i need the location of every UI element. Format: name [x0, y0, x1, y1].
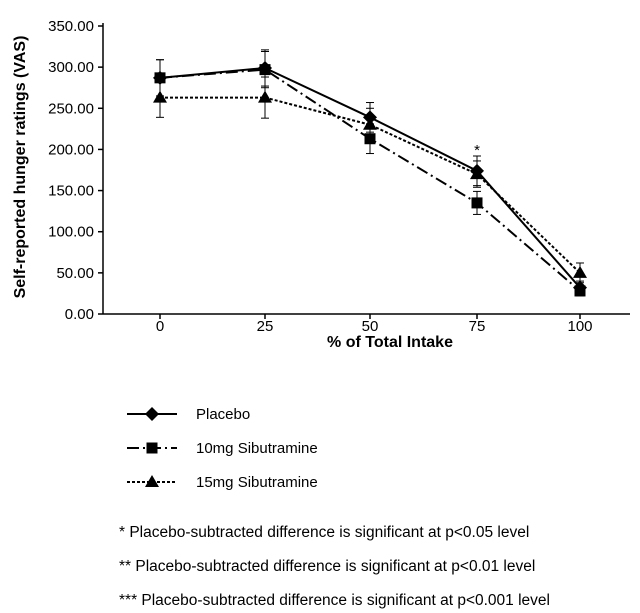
10mg-sibutramine-point	[471, 197, 483, 209]
legend-label-15mg-sibutramine: 15mg Sibutramine	[196, 474, 318, 491]
10mg-sibutramine-point	[154, 72, 166, 84]
chart-axes	[98, 23, 630, 319]
error-bars	[156, 49, 584, 297]
annotations: *	[474, 142, 480, 159]
legend: Placebo 10mg Sibutramine 15mg Sibutramine	[127, 406, 318, 491]
legend-marker-10mg-sibutramine	[146, 442, 158, 454]
15mg-sibutramine-point	[363, 117, 377, 130]
10mg-sibutramine-point	[574, 285, 586, 297]
y-tick-label: 200.00	[48, 141, 94, 158]
y-tick-label: 0.00	[65, 306, 94, 323]
placebo-point	[363, 110, 377, 125]
y-tick-label: 100.00	[48, 224, 94, 241]
15mg-sibutramine-point	[470, 167, 484, 180]
x-tick-label: 75	[469, 318, 486, 335]
15mg-sibutramine-point	[258, 90, 272, 103]
y-tick-labels: 0.00 50.00 100.00 150.00 200.00 250.00 300.00 3…	[48, 18, 94, 323]
note-p005: * Placebo-subtracted difference is signi…	[119, 524, 530, 541]
y-tick-label: 150.00	[48, 183, 94, 200]
x-tick-label: 50	[362, 318, 379, 335]
series-markers	[153, 60, 587, 297]
x-tick-label: 0	[156, 318, 164, 335]
y-tick-label: 300.00	[48, 59, 94, 76]
y-axis-title: Self-reported hunger ratings (VAS)	[12, 36, 29, 299]
placebo-line	[159, 66, 581, 289]
legend-marker-placebo	[145, 407, 159, 421]
note-p001: ** Placebo-subtracted difference is sign…	[119, 558, 536, 575]
10mg-sibutramine-point	[364, 133, 376, 145]
15mg-sibutramine-point	[153, 90, 167, 103]
significance-asterisk: *	[474, 142, 480, 159]
legend-marker-15mg-sibutramine	[145, 475, 159, 487]
x-tick-label: 100	[567, 318, 592, 335]
series-lines	[159, 66, 581, 292]
10mg-sibutramine-point	[259, 64, 271, 76]
note-p0001: *** Placebo-subtracted difference is sig…	[119, 592, 550, 609]
x-tick-label: 25	[257, 318, 274, 335]
x-axis-title: % of Total Intake	[327, 334, 453, 351]
y-tick-label: 350.00	[48, 18, 94, 35]
legend-label-placebo: Placebo	[196, 406, 250, 423]
15mg-sibutramine-point	[573, 265, 587, 278]
x-tick-labels: 0 25 50 75 100	[156, 318, 593, 335]
15mg-sibutramine-line	[160, 96, 581, 274]
y-tick-label: 250.00	[48, 100, 94, 117]
y-tick-label: 50.00	[56, 265, 94, 282]
legend-label-10mg-sibutramine: 10mg Sibutramine	[196, 440, 318, 457]
